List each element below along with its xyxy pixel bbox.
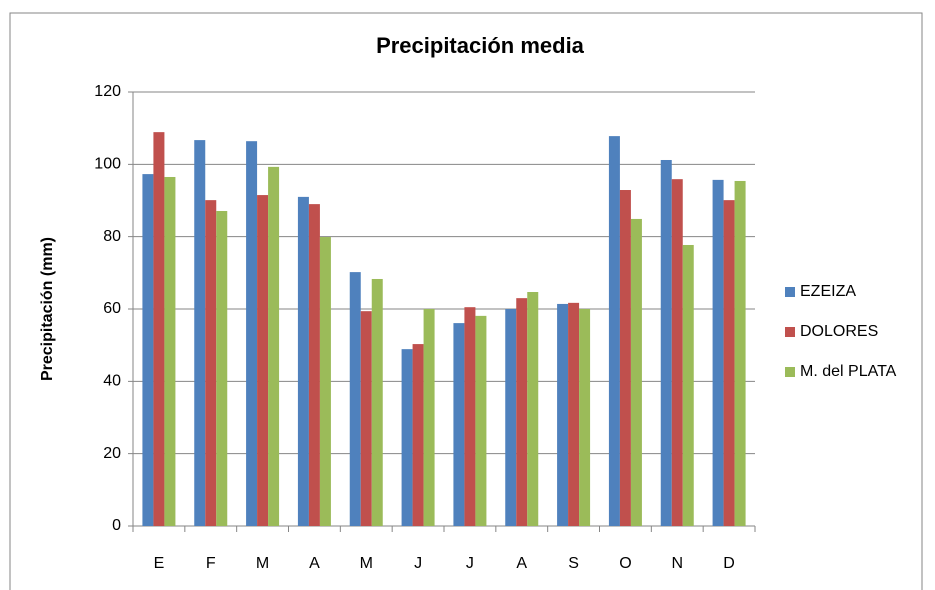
legend-label: M. del PLATA bbox=[800, 363, 897, 380]
bar bbox=[712, 179, 724, 526]
x-tick-label: F bbox=[206, 555, 216, 572]
bar bbox=[723, 200, 735, 526]
y-axis-label: Precipitación (mm) bbox=[39, 237, 56, 381]
bar bbox=[142, 174, 154, 526]
bar bbox=[371, 278, 383, 526]
bar bbox=[153, 132, 165, 526]
x-tick-label: J bbox=[466, 555, 474, 572]
x-tick-label: N bbox=[671, 555, 683, 572]
bar bbox=[268, 166, 280, 527]
bar bbox=[349, 272, 361, 526]
bar bbox=[360, 311, 372, 526]
x-tick-label: J bbox=[414, 555, 422, 572]
bar bbox=[423, 309, 435, 526]
bar bbox=[682, 244, 694, 527]
x-tick-label: O bbox=[619, 555, 631, 572]
y-tick-label: 60 bbox=[103, 300, 121, 317]
chart-title: Precipitación media bbox=[376, 33, 585, 58]
bar bbox=[401, 349, 413, 526]
chart-border bbox=[9, 12, 923, 590]
bar bbox=[297, 196, 309, 526]
y-tick-label: 100 bbox=[94, 156, 121, 173]
bar bbox=[257, 195, 269, 526]
bar bbox=[568, 302, 580, 526]
bar bbox=[216, 210, 228, 526]
bar bbox=[464, 307, 476, 526]
x-tick-label: D bbox=[723, 555, 735, 572]
bar bbox=[608, 136, 620, 526]
y-tick-label: 20 bbox=[103, 445, 121, 462]
bar bbox=[246, 141, 258, 527]
bar bbox=[412, 344, 424, 526]
bar bbox=[205, 200, 217, 526]
x-tick-label: M bbox=[256, 555, 269, 572]
x-tick-label: A bbox=[516, 555, 527, 572]
x-tick-label: M bbox=[360, 555, 373, 572]
bar bbox=[194, 140, 206, 526]
legend-swatch bbox=[785, 327, 795, 337]
bar bbox=[557, 303, 569, 526]
bar bbox=[475, 315, 487, 526]
bar bbox=[660, 159, 672, 526]
bar bbox=[630, 218, 642, 526]
y-tick-label: 120 bbox=[94, 83, 121, 100]
bar bbox=[164, 176, 176, 526]
legend-swatch bbox=[785, 287, 795, 297]
bar bbox=[308, 204, 320, 526]
bar bbox=[619, 190, 631, 527]
bar bbox=[527, 292, 539, 526]
y-tick-label: 80 bbox=[103, 228, 121, 245]
bar bbox=[671, 179, 683, 526]
legend-label: DOLORES bbox=[800, 323, 878, 340]
x-tick-label: E bbox=[154, 555, 165, 572]
y-tick-label: 40 bbox=[103, 373, 121, 390]
y-tick-label: 0 bbox=[112, 517, 121, 534]
bar bbox=[453, 323, 465, 526]
bar bbox=[516, 298, 528, 526]
legend-swatch bbox=[785, 367, 795, 377]
x-tick-label: A bbox=[309, 555, 320, 572]
bar bbox=[505, 309, 517, 526]
bar bbox=[579, 309, 591, 526]
x-tick-label: S bbox=[568, 555, 579, 572]
legend-label: EZEIZA bbox=[800, 283, 856, 300]
bar bbox=[734, 180, 746, 526]
bar bbox=[319, 237, 331, 527]
